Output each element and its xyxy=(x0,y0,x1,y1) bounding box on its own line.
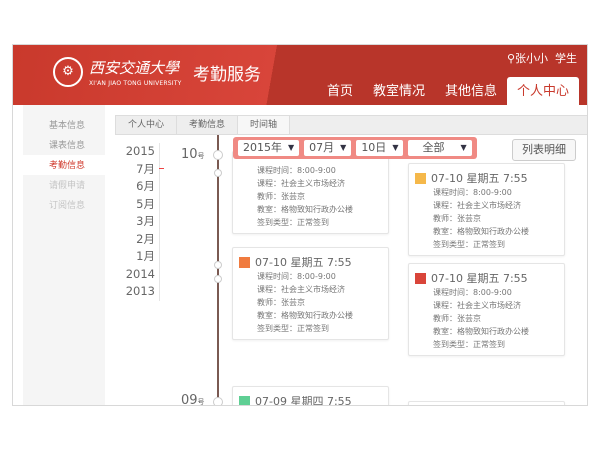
month-item[interactable]: 3月 xyxy=(136,214,155,228)
card-row: 课程时间：8:00-9:00 xyxy=(433,288,512,297)
timeline-node xyxy=(213,397,223,405)
card-row: 课程时间：8:00-9:00 xyxy=(433,188,512,197)
university-name-en: XI'AN JIAO TONG UNIVERSITY xyxy=(89,80,182,87)
card-row: 课程：社会主义市场经济 xyxy=(433,201,521,210)
breadcrumb-item[interactable]: 考勤信息 xyxy=(177,116,239,134)
attendance-card[interactable] xyxy=(408,401,565,405)
day-number: 10 xyxy=(181,147,198,162)
university-logo-icon: ⚙ xyxy=(53,57,83,87)
day-label: 09号 xyxy=(181,393,205,406)
chevron-down-icon: ▼ xyxy=(288,143,295,152)
nav-personal[interactable]: 个人中心 xyxy=(506,77,579,105)
sidebar-item-schedule[interactable]: 课表信息 xyxy=(49,141,86,151)
card-row: 课程：社会主义市场经济 xyxy=(257,285,345,294)
date-filter-bar: 2015年 ▼ 07月 ▼ 10日 ▼ 全部 ▼ xyxy=(233,137,477,159)
timeline-node xyxy=(214,169,222,177)
current-month-marker xyxy=(159,168,164,169)
chevron-down-icon: ▼ xyxy=(392,143,399,152)
month-item[interactable]: 7月 xyxy=(136,161,155,176)
card-title: 07-10 星期五 7:55 xyxy=(431,172,528,185)
card-row: 课程：社会主义市场经济 xyxy=(257,179,345,188)
month-item[interactable]: 5月 xyxy=(136,196,155,211)
user-icon: ⚲ xyxy=(506,52,515,65)
attendance-card[interactable]: 07-10 星期五 7:55 课程时间：8:00-9:00 课程：社会主义市场经… xyxy=(408,163,565,256)
user-name: 张小小 xyxy=(515,52,548,65)
timeline-node xyxy=(214,261,222,269)
day-select[interactable]: 10日 ▼ xyxy=(356,140,404,156)
attendance-type-icon xyxy=(239,395,250,405)
card-row: 课程时间：8:00-9:00 xyxy=(257,272,336,281)
timeline-axis xyxy=(217,135,219,405)
service-title: 考勤服务 xyxy=(193,65,261,85)
nav-other[interactable]: 其他信息 xyxy=(444,84,497,99)
card-title: 07-10 星期五 7:55 xyxy=(255,256,352,269)
year-month-nav: 2015 7月 6月 5月 3月 2月 1月 2014 2013 xyxy=(105,143,160,301)
year-select[interactable]: 2015年 ▼ xyxy=(238,140,300,156)
card-row: 签到类型：正常签到 xyxy=(433,240,505,249)
header: ⚙ 西安交通大學 XI'AN JIAO TONG UNIVERSITY 考勤服务… xyxy=(13,45,587,105)
user-role: 学生 xyxy=(555,52,577,65)
card-row: 签到类型：正常签到 xyxy=(433,340,505,349)
attendance-type-icon xyxy=(239,256,250,268)
timeline-node xyxy=(213,150,223,160)
day-label: 10号 xyxy=(181,147,205,162)
sidebar-item-attendance[interactable]: 考勤信息 xyxy=(23,155,105,175)
card-row: 课程时间：8:00-9:00 xyxy=(257,166,336,175)
attendance-card[interactable]: 07-10 星期五 7:55 课程时间：8:00-9:00 课程：社会主义市场经… xyxy=(408,263,565,356)
sidebar-item-subscribe[interactable]: 订阅信息 xyxy=(49,201,86,211)
main-nav: 首页 教室情况 其他信息 个人中心 xyxy=(317,77,579,105)
card-row: 教师：张芸京 xyxy=(433,214,481,223)
month-item[interactable]: 6月 xyxy=(136,179,155,193)
user-info[interactable]: ⚲张小小 学生 xyxy=(507,50,577,66)
day-number: 09 xyxy=(181,393,198,406)
type-select[interactable]: 全部 ▼ xyxy=(408,140,472,156)
year-item[interactable]: 2014 xyxy=(125,266,155,281)
university-name: 西安交通大學 xyxy=(89,59,180,77)
year-item[interactable]: 2013 xyxy=(125,284,155,298)
card-row: 教室：格物致知行政办公楼 xyxy=(433,327,529,336)
attendance-card[interactable]: 07-09 星期四 7:55 xyxy=(232,386,389,406)
day-suffix: 号 xyxy=(197,398,205,406)
attendance-type-icon xyxy=(415,272,426,284)
card-row: 教师：张芸京 xyxy=(433,314,481,323)
breadcrumb-current: 时间轴 xyxy=(238,116,291,134)
year-item[interactable]: 2015 xyxy=(125,144,155,158)
chevron-down-icon: ▼ xyxy=(460,143,467,152)
month-select-value: 07月 xyxy=(309,141,335,154)
card-row: 教室：格物致知行政办公楼 xyxy=(257,311,353,320)
card-row: 教室：格物致知行政办公楼 xyxy=(433,227,529,236)
nav-home[interactable]: 首页 xyxy=(326,84,353,99)
breadcrumb-item[interactable]: 个人中心 xyxy=(116,116,178,134)
chevron-down-icon: ▼ xyxy=(340,143,347,152)
month-select[interactable]: 07月 ▼ xyxy=(304,140,352,156)
list-detail-button[interactable]: 列表明细 xyxy=(512,139,576,161)
card-title: 07-09 星期四 7:55 xyxy=(255,395,352,406)
month-item[interactable]: 2月 xyxy=(136,231,155,246)
month-item[interactable]: 1月 xyxy=(136,249,155,263)
card-title: 07-10 星期五 7:55 xyxy=(431,272,528,285)
timeline-node xyxy=(214,275,222,283)
card-row: 签到类型：正常签到 xyxy=(257,218,329,227)
breadcrumb: 个人中心 考勤信息 时间轴 xyxy=(115,115,587,135)
day-suffix: 号 xyxy=(197,152,205,160)
year-select-value: 2015年 xyxy=(243,141,282,154)
attendance-card[interactable]: 课程时间：8:00-9:00 课程：社会主义市场经济 教师：张芸京 教室：格物致… xyxy=(232,151,389,234)
card-row: 签到类型：正常签到 xyxy=(257,324,329,333)
card-row: 教室：格物致知行政办公楼 xyxy=(257,205,353,214)
day-select-value: 10日 xyxy=(361,141,387,154)
sidebar-item-basic[interactable]: 基本信息 xyxy=(49,121,86,131)
type-select-value: 全部 xyxy=(422,141,445,154)
sidebar-item-leave[interactable]: 请假申请 xyxy=(49,181,86,191)
card-row: 教师：张芸京 xyxy=(257,192,305,201)
card-row: 课程：社会主义市场经济 xyxy=(433,301,521,310)
attendance-card[interactable]: 07-10 星期五 7:55 课程时间：8:00-9:00 课程：社会主义市场经… xyxy=(232,247,389,340)
app-window: ⚙ 西安交通大學 XI'AN JIAO TONG UNIVERSITY 考勤服务… xyxy=(12,44,588,406)
sidebar: 基本信息 课表信息 考勤信息 请假申请 订阅信息 xyxy=(23,105,105,405)
nav-classroom[interactable]: 教室情况 xyxy=(372,84,425,99)
card-row: 教师：张芸京 xyxy=(257,298,305,307)
attendance-type-icon xyxy=(415,172,426,184)
